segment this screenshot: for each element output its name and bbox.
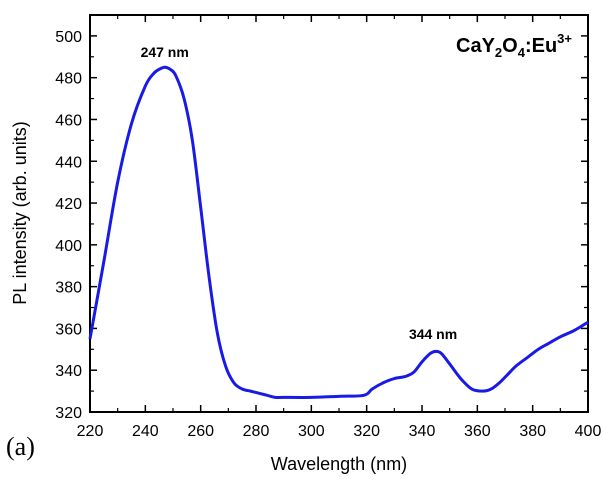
y-axis-label: PL intensity (arb. units) (10, 121, 30, 304)
x-tick-label: 360 (464, 423, 491, 440)
tick-labels: 220 240 260 280 300 320 340 360 380 400 320 340 360 3… (55, 29, 601, 440)
x-tick-label: 340 (409, 423, 436, 440)
x-tick-label: 320 (353, 423, 380, 440)
compound-label: CaY2O4:Eu3+ (456, 31, 572, 60)
peak-annotation-344: 344 nm (409, 326, 457, 342)
y-tick-label: 500 (55, 29, 82, 46)
x-tick-label: 400 (575, 423, 602, 440)
x-tick-label: 280 (243, 423, 270, 440)
panel-label: (a) (6, 432, 35, 461)
y-tick-label: 360 (55, 321, 82, 338)
y-tick-label: 380 (55, 280, 82, 297)
x-tick-label: 300 (298, 423, 325, 440)
x-axis-label: Wavelength (nm) (271, 454, 407, 474)
y-tick-label: 320 (55, 405, 82, 422)
x-tick-label: 220 (77, 423, 104, 440)
axis-ticks (89, 15, 589, 413)
y-tick-label: 400 (55, 238, 82, 255)
y-tick-label: 440 (55, 154, 82, 171)
y-tick-label: 460 (55, 112, 82, 129)
plot-frame (89, 14, 589, 413)
x-tick-label: 240 (132, 423, 159, 440)
y-tick-label: 420 (55, 196, 82, 213)
y-tick-label: 480 (55, 71, 82, 88)
x-tick-label: 380 (519, 423, 546, 440)
peak-annotation-247: 247 nm (141, 44, 189, 60)
y-tick-label: 340 (55, 363, 82, 380)
spectrum-line (88, 65, 589, 400)
x-tick-label: 260 (187, 423, 214, 440)
